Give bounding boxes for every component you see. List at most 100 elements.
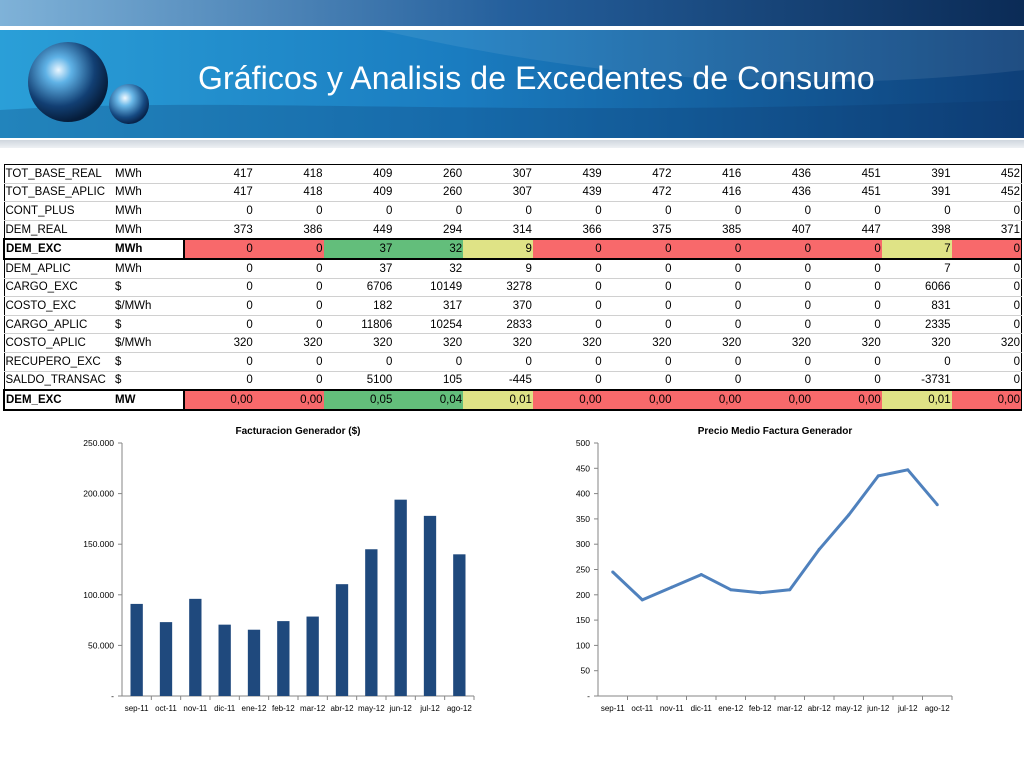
table-cell: -3731	[881, 371, 952, 391]
table-cell: 0	[253, 278, 324, 298]
table-cell: 0,04	[393, 389, 464, 411]
row-name: DEM_APLIC	[3, 258, 114, 279]
row-name: DEM_EXC	[3, 389, 114, 411]
table-cell: 0	[253, 258, 324, 279]
data-point	[817, 547, 821, 551]
y-tick-label: 100	[576, 640, 590, 650]
table-cell: 294	[393, 220, 464, 240]
chart-title: Facturacion Generador ($)	[235, 426, 360, 437]
data-point	[640, 598, 644, 602]
table-row: COSTO_EXC $/MWh 0 0 182 317 370 0 0 0 0 0 831 0	[3, 296, 1022, 316]
y-tick-label: 500	[576, 438, 590, 448]
x-tick-label: jun-12	[389, 704, 413, 713]
table-cell: 0	[742, 315, 813, 335]
series-line	[611, 468, 939, 602]
table-cell: 2833	[463, 315, 533, 335]
table-cell: 0	[742, 296, 813, 316]
x-tick-label: may-12	[358, 704, 385, 713]
table-cell: 370	[463, 296, 533, 316]
table-cell: 831	[881, 296, 952, 316]
x-tick-label: sep-11	[125, 704, 149, 713]
table-row: CARGO_EXC $0 0 6706 10149 3278 0 0 0 0 0 6066 0	[3, 278, 1022, 298]
data-point	[729, 588, 733, 592]
table-cell: 0	[602, 201, 673, 221]
x-tick-label: ago-12	[925, 704, 950, 713]
table-cell: 0	[184, 296, 254, 316]
x-tick-label: ago-12	[447, 704, 472, 713]
table-cell: 0	[602, 296, 673, 316]
bar	[130, 603, 143, 696]
table-cell: 0	[532, 296, 603, 316]
x-tick-label: nov-11	[183, 704, 207, 713]
table-cell: 0	[951, 296, 1022, 316]
row-name: TOT_BASE_APLIC	[3, 183, 114, 203]
table-cell: 9	[463, 238, 533, 260]
x-tick-label: ene-12	[242, 704, 267, 713]
y-tick-label: 250.000	[83, 438, 114, 448]
table-cell: 37	[323, 258, 394, 279]
table-cell: 0	[812, 238, 882, 260]
bar	[189, 598, 202, 696]
x-tick-label: nov-11	[660, 704, 684, 713]
table-cell: 32	[393, 238, 464, 260]
facturacion-bar-chart: Facturacion Generador ($) - 50.000 100.000 1…	[83, 426, 475, 713]
table-cell: 0	[602, 315, 673, 335]
table-cell: 260	[393, 164, 464, 184]
table-cell: 10149	[393, 278, 464, 298]
table-cell: 452	[951, 183, 1022, 203]
table-cell: 0	[672, 201, 743, 221]
table-cell: 9	[463, 258, 533, 279]
table-cell: 0,01	[881, 389, 952, 411]
table-cell: 436	[742, 164, 813, 184]
table-cell: 320	[742, 333, 813, 353]
row-name: SALDO_TRANSAC	[3, 371, 114, 391]
precio-medio-line-chart: Precio Medio Factura Generador - 50 100 150 2…	[576, 426, 953, 713]
row-unit: MWh	[114, 238, 185, 260]
table-cell: 0	[812, 371, 882, 391]
table-cell: 6706	[323, 278, 394, 298]
table-cell: 439	[532, 183, 603, 203]
table-cell: 449	[323, 220, 394, 240]
chart-title: Precio Medio Factura Generador	[698, 426, 853, 437]
bar	[335, 584, 349, 696]
table-cell: 260	[393, 183, 464, 203]
y-tick-label: 50	[581, 666, 591, 676]
table-cell: 6066	[881, 278, 952, 298]
y-tick-label: 450	[576, 463, 590, 473]
row-name: CARGO_EXC	[3, 278, 114, 298]
table-cell: 0,00	[951, 389, 1022, 411]
table-row: DEM_EXC MWh 0 0 37 32 9 0 0 0 0 0 7 0	[3, 238, 1022, 260]
table-cell: 0	[184, 238, 254, 260]
x-tick-label: ene-12	[718, 704, 743, 713]
table-cell: 0,01	[463, 389, 533, 411]
row-unit: MWh	[114, 183, 184, 203]
table-cell: 2335	[881, 315, 952, 335]
table-cell: 0	[672, 352, 743, 372]
table-cell: 0	[184, 371, 254, 391]
table-cell: 0	[602, 352, 673, 372]
table-cell: 407	[742, 220, 813, 240]
row-name: COSTO_APLIC	[3, 333, 114, 353]
row-unit: $/MWh	[114, 333, 184, 353]
table-cell: 0	[812, 258, 882, 279]
table-row: DEM_REAL MWh 373 386 449 294 314 366 375 385 407 44…	[3, 220, 1022, 240]
table-cell: 0,00	[812, 389, 882, 411]
table-cell: 0	[532, 238, 603, 260]
table-cell: 320	[812, 333, 882, 353]
header-banner	[0, 0, 1024, 138]
table-cell: 0,05	[323, 389, 394, 411]
table-cell: 0	[812, 352, 882, 372]
table-cell: 0	[742, 371, 813, 391]
table-cell: 0	[672, 315, 743, 335]
row-unit: $/MWh	[114, 296, 184, 316]
table-cell: 0	[253, 238, 324, 260]
table-cell: 0	[672, 371, 743, 391]
table-cell: 0	[951, 238, 1022, 260]
table-cell: 373	[184, 220, 254, 240]
table-cell: 0	[742, 201, 813, 221]
y-tick-label: 350	[576, 514, 590, 524]
table-cell: 0	[253, 296, 324, 316]
table-cell: 0	[742, 352, 813, 372]
table-row: CARGO_APLIC $0 0 11806 10254 2833 0 0 0 0 0 2335 0	[3, 315, 1022, 335]
x-tick-label: jul-12	[419, 704, 440, 713]
